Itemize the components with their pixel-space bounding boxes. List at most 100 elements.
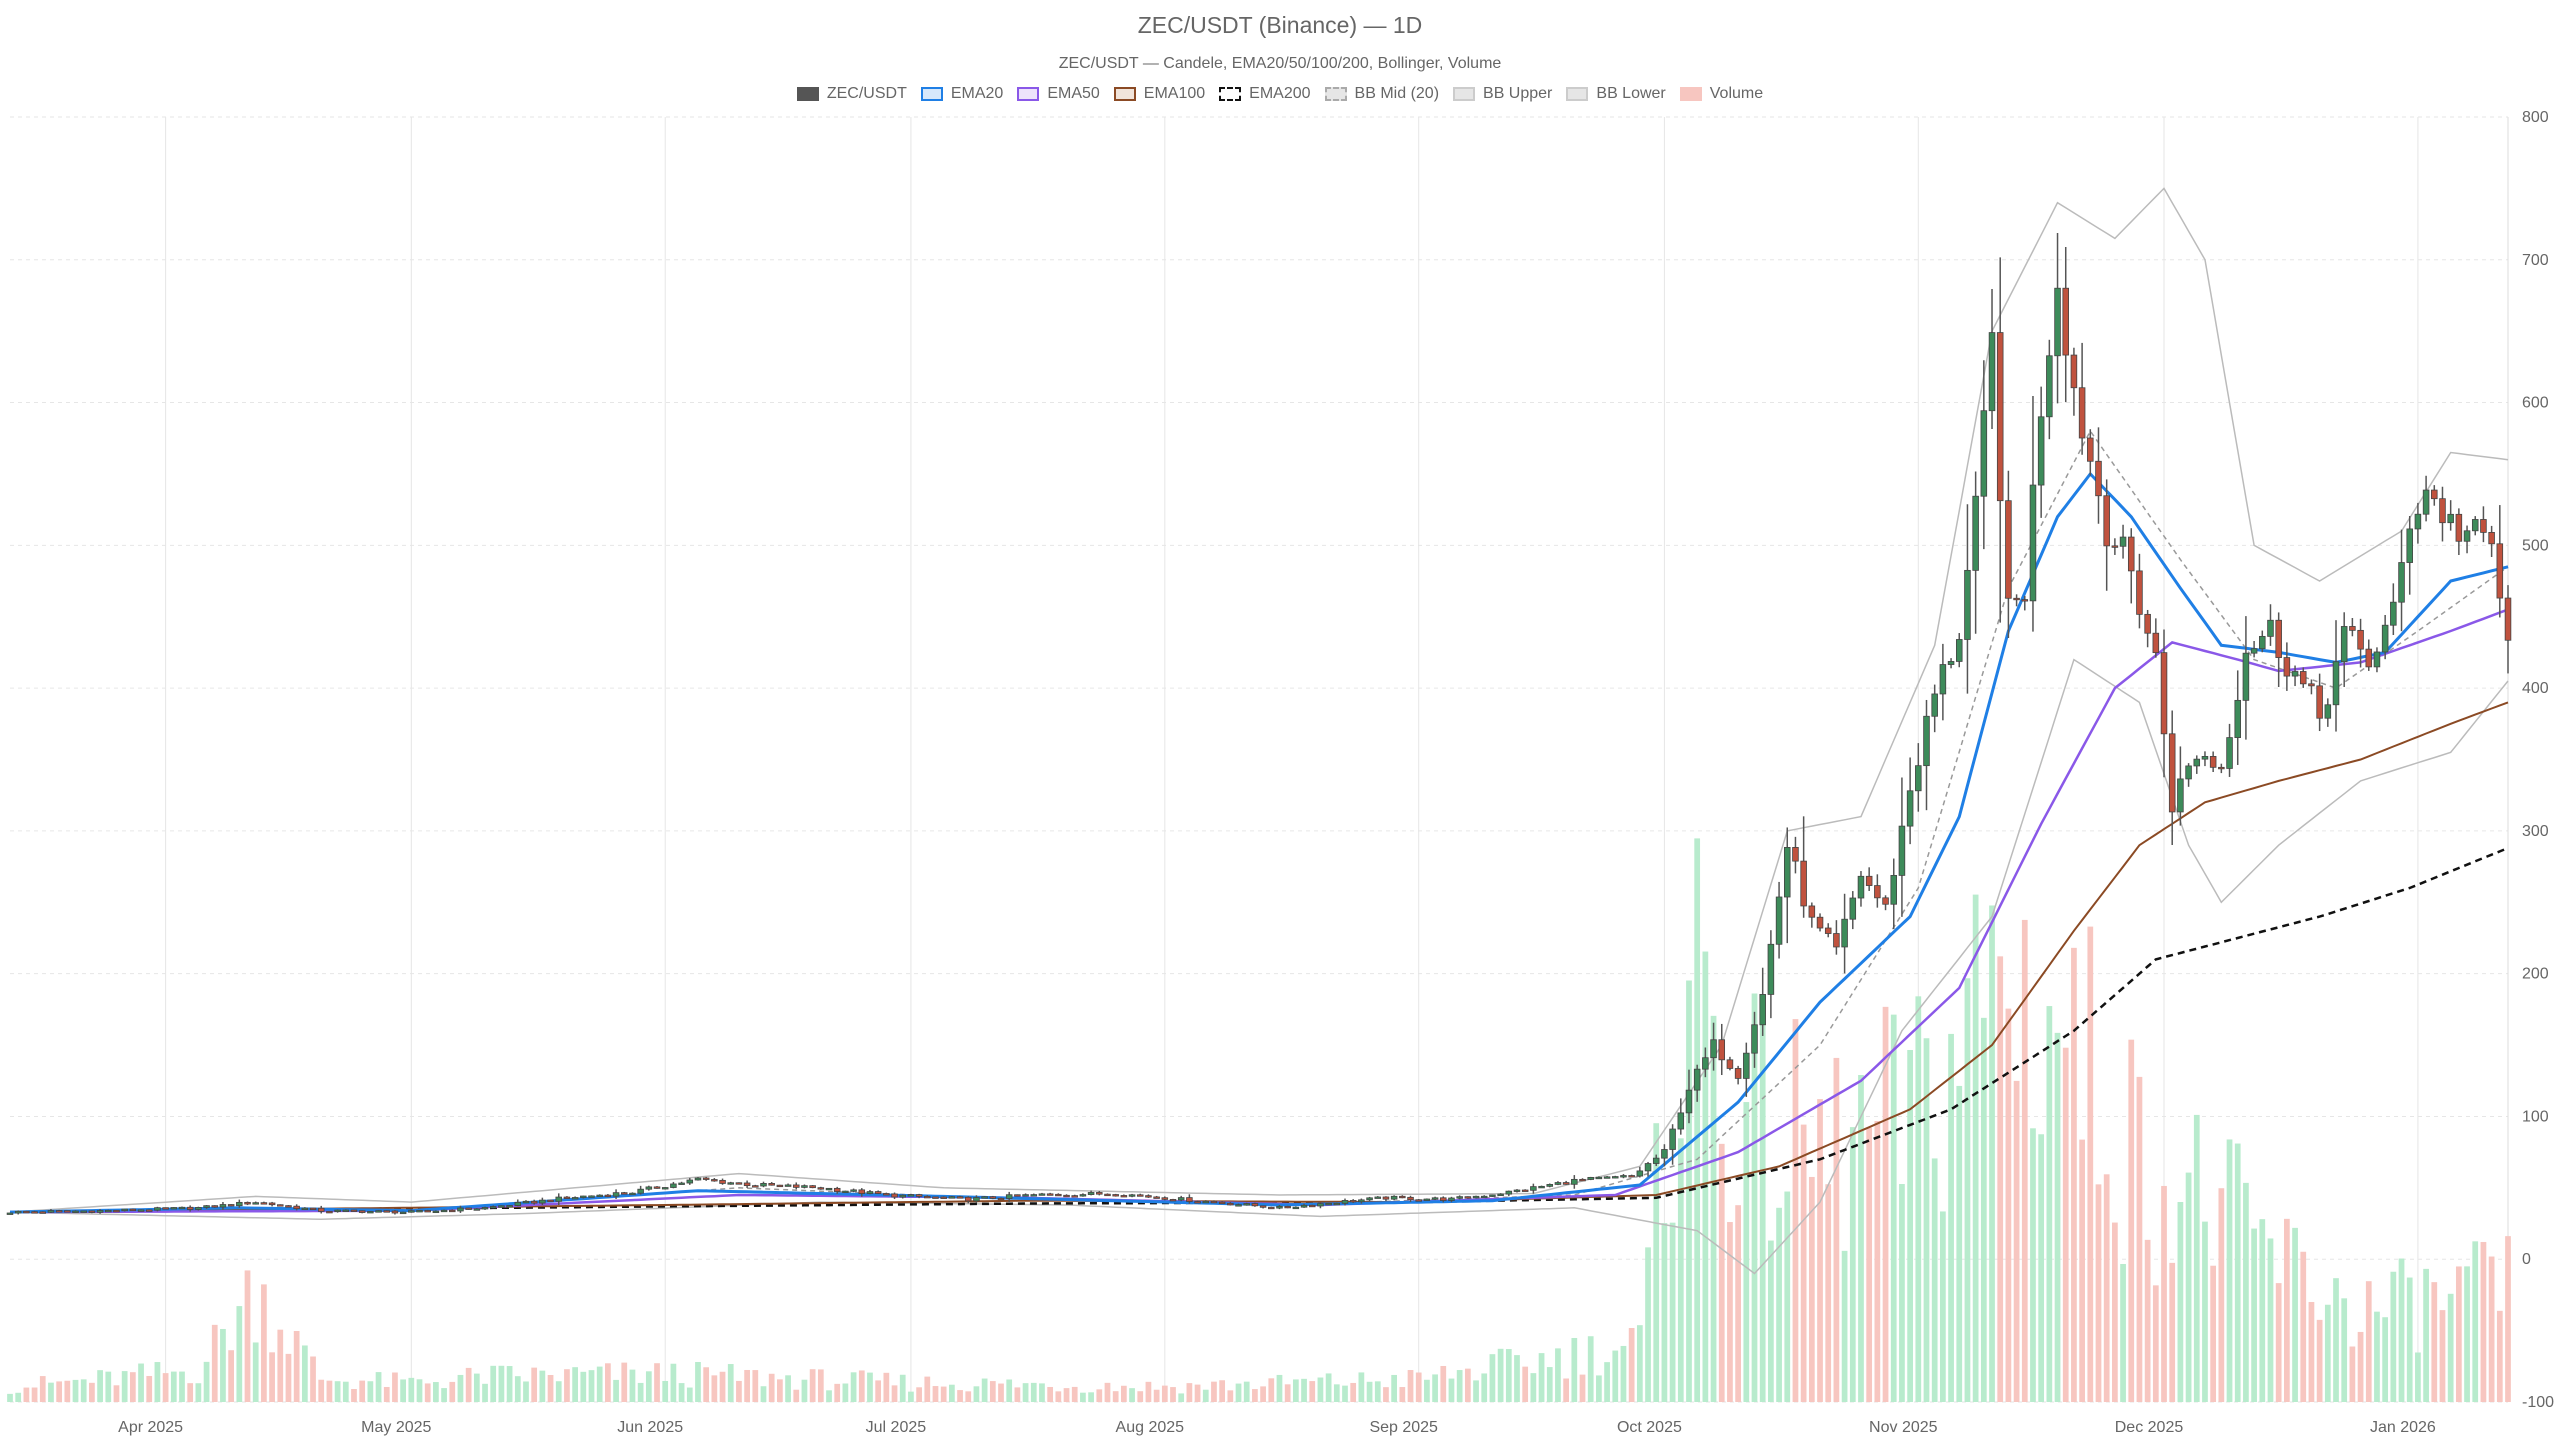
volume-bar [555, 1381, 562, 1402]
candle-body [702, 1177, 710, 1180]
candle-body [1800, 860, 1807, 907]
candle-body [465, 1207, 472, 1210]
volume-bar [588, 1370, 595, 1402]
volume-bar [138, 1363, 144, 1402]
volume-bar [2439, 1310, 2446, 1402]
candle-body [932, 1196, 939, 1199]
candle-body [2316, 685, 2323, 719]
legend-item[interactable]: EMA200 [1219, 85, 1311, 103]
volume-bar [2226, 1139, 2233, 1402]
candle-body [678, 1182, 685, 1185]
volume-bar [2390, 1271, 2397, 1402]
candle-body [1612, 1176, 1619, 1179]
volume-bar [228, 1350, 235, 1402]
candle-body [989, 1196, 997, 1199]
volume-bar [1980, 1017, 1987, 1402]
volume-bar [1645, 1247, 1651, 1402]
legend-label: EMA20 [950, 85, 1004, 102]
volume-bar [1997, 956, 2004, 1402]
legend-item[interactable]: ZEC/USDT [796, 85, 907, 103]
volume-bar [1227, 1390, 1234, 1402]
volume-bar [1546, 1367, 1553, 1402]
volume-bar [2144, 1239, 2151, 1402]
candle-body [227, 1204, 235, 1207]
candle-body [760, 1183, 767, 1187]
volume-bar [1505, 1349, 1512, 1402]
candle-body [2332, 661, 2340, 706]
candle-body [2160, 652, 2168, 735]
volume-bar [1530, 1373, 1537, 1402]
candle-body [358, 1210, 366, 1213]
legend-item[interactable]: EMA100 [1113, 85, 1205, 103]
candle-body [129, 1208, 137, 1212]
volume-bar [1194, 1384, 1201, 1402]
y-tick-label: 600 [2522, 395, 2549, 412]
volume-bar [2349, 1346, 2356, 1402]
legend-item[interactable]: BB Lower [1566, 85, 1666, 103]
candle-body [2250, 648, 2258, 654]
volume-bar [1587, 1336, 1594, 1402]
candle-body [489, 1206, 497, 1209]
candle-body [547, 1199, 554, 1203]
volume-bar [1866, 1127, 1873, 1402]
candle-body [1562, 1182, 1570, 1185]
candle-body [383, 1210, 391, 1213]
volume-bar [490, 1365, 497, 1402]
volume-bar [1014, 1387, 1021, 1402]
volume-bar [596, 1366, 603, 1402]
legend-item[interactable]: EMA20 [920, 85, 1004, 103]
volume-bar [1661, 1223, 1668, 1402]
candle-body [1906, 790, 1914, 827]
volume-bar [1776, 1207, 1782, 1402]
volume-bar [2169, 1262, 2176, 1402]
volume-bar [834, 1383, 841, 1402]
candle-body [1120, 1195, 1128, 1198]
candle-body [1071, 1195, 1078, 1198]
volume-bar [269, 1352, 275, 1402]
volume-bar [850, 1372, 857, 1402]
volume-bar [1317, 1377, 1324, 1402]
candle-body [2267, 619, 2274, 637]
candle-body [874, 1191, 882, 1194]
volume-bar [1874, 1121, 1881, 1402]
volume-bar [801, 1379, 808, 1402]
legend-item[interactable]: BB Upper [1453, 85, 1552, 103]
legend-swatch [1679, 87, 1702, 101]
volume-bar [2496, 1310, 2503, 1402]
volume-bar [940, 1386, 947, 1402]
volume-bar [48, 1382, 54, 1402]
volume-bar [1284, 1384, 1291, 1402]
candle-body [2218, 766, 2225, 770]
volume-bar [1702, 951, 1709, 1402]
volume-bar [2193, 1114, 2200, 1402]
candle-body [948, 1196, 956, 1199]
y-tick-label: -100 [2522, 1394, 2554, 1411]
volume-bar [768, 1373, 775, 1402]
legend-item[interactable]: EMA50 [1017, 85, 1100, 103]
legend-swatch [1017, 87, 1040, 101]
candle-body [1448, 1197, 1455, 1201]
volume-bar [1751, 993, 1758, 1402]
volume-bar [7, 1393, 13, 1402]
volume-bar [1743, 1102, 1750, 1402]
volume-bar [2365, 1281, 2372, 1402]
legend-item[interactable]: Volume [1679, 85, 1763, 103]
volume-bar [1104, 1382, 1111, 1402]
candle-body [277, 1204, 284, 1207]
candle-body [1882, 897, 1889, 905]
candle-body [1865, 875, 1873, 886]
volume-bar [932, 1386, 939, 1402]
volume-bar [277, 1329, 284, 1402]
legend-item[interactable]: BB Mid (20) [1324, 85, 1439, 103]
candle-body [1063, 1194, 1070, 1198]
volume-bar [64, 1380, 71, 1402]
candle-body [367, 1211, 374, 1214]
volume-bar [15, 1392, 22, 1402]
candle-body [293, 1205, 300, 1210]
candle-body [1087, 1192, 1095, 1195]
candle-body [457, 1207, 464, 1212]
volume-bar [179, 1371, 185, 1402]
candle-body [514, 1201, 522, 1206]
volume-bar [310, 1356, 316, 1402]
candle-body [1718, 1039, 1726, 1061]
